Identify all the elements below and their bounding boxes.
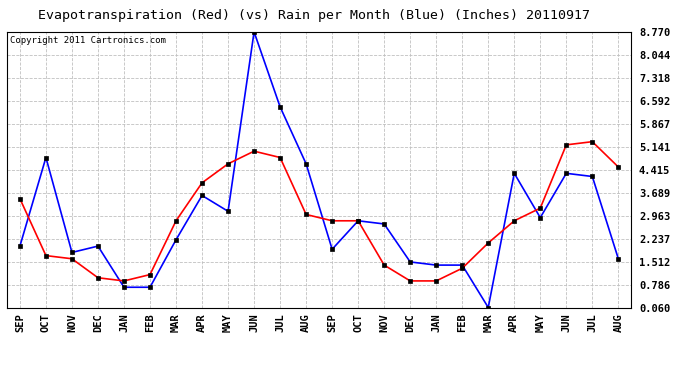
Text: Evapotranspiration (Red) (vs) Rain per Month (Blue) (Inches) 20110917: Evapotranspiration (Red) (vs) Rain per M… (38, 9, 590, 22)
Text: Copyright 2011 Cartronics.com: Copyright 2011 Cartronics.com (10, 36, 166, 45)
